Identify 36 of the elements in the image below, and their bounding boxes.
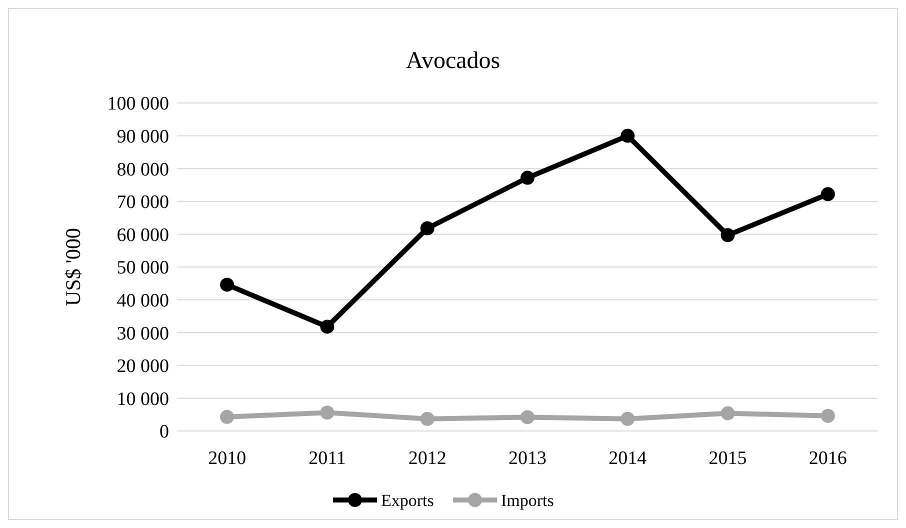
y-tick-label: 90 000 (116, 126, 169, 148)
y-tick-label: 80 000 (116, 159, 169, 180)
x-tick-label: 2010 (208, 448, 246, 469)
point (620, 128, 635, 143)
y-tick-label: 0 (160, 422, 169, 443)
point (520, 170, 534, 185)
point (820, 408, 835, 423)
point (220, 410, 234, 424)
y-tick-label: 100 000 (107, 94, 169, 115)
point (220, 278, 234, 292)
point (420, 412, 434, 426)
y-axis-title: US$ '000 (61, 228, 85, 306)
point (720, 406, 735, 420)
point (720, 228, 735, 242)
y-tick-label: 40 000 (116, 290, 169, 312)
x-tick-label: 2013 (508, 448, 546, 469)
y-tick-label: 30 000 (116, 323, 169, 344)
point (520, 410, 534, 424)
point (320, 406, 334, 420)
y-tick-label: 60 000 (116, 224, 169, 246)
legend-label: Imports (501, 490, 554, 510)
chart-title: Avocados (406, 48, 500, 74)
y-tick-label: 70 000 (116, 192, 169, 214)
x-tick-label: 2016 (808, 448, 847, 469)
x-tick-label: 2014 (608, 448, 648, 469)
y-tick-label: 50 000 (116, 258, 169, 279)
point (820, 187, 835, 202)
x-tick-label: 2011 (308, 448, 346, 469)
x-tick-label: 2015 (708, 448, 747, 469)
y-tick-label: 10 000 (116, 388, 169, 410)
point (420, 221, 434, 236)
point (620, 412, 635, 426)
point (320, 320, 334, 334)
legend-label: Exports (381, 490, 434, 510)
y-tick-label: 20 000 (116, 356, 169, 378)
x-tick-label: 2012 (408, 448, 446, 469)
